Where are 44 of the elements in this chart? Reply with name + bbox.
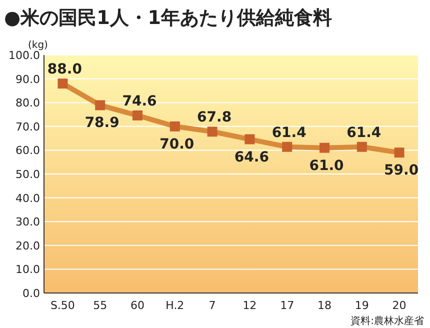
y-tick-label: 30.0 xyxy=(16,216,40,229)
y-tick-label: 90.0 xyxy=(16,72,40,86)
y-tick-label: 50.0 xyxy=(16,168,40,181)
data-label: 61.4 xyxy=(272,124,307,141)
point xyxy=(320,142,330,153)
y-tick-label: 0.0 xyxy=(22,287,40,300)
chart-title: ●米の国民1人・1年あたり供給純食料 xyxy=(4,7,332,29)
y-axis-title: (kg) xyxy=(28,40,48,51)
data-label: 67.8 xyxy=(197,110,232,126)
x-tick-label: 19 xyxy=(354,299,369,312)
data-label: 74.6 xyxy=(122,93,157,110)
data-label: 78.9 xyxy=(84,115,120,132)
y-tick-label: 40.0 xyxy=(16,192,40,205)
data-label: 61.0 xyxy=(309,158,344,174)
y-tick-label: 70.0 xyxy=(16,120,40,134)
y-tick-label: 60.0 xyxy=(16,144,40,158)
x-tick-label: 55 xyxy=(93,299,108,312)
x-tick-label: 60 xyxy=(130,299,144,312)
point xyxy=(394,148,404,158)
data-label: 70.0 xyxy=(160,136,194,152)
x-tick-label: 7 xyxy=(208,299,216,312)
x-tick-label: 12 xyxy=(242,299,257,312)
y-tick-label: 80.0 xyxy=(16,96,40,110)
point xyxy=(58,78,68,89)
point xyxy=(95,100,106,110)
x-tick-label: 17 xyxy=(280,299,294,312)
point xyxy=(356,142,367,152)
data-label: 88.0 xyxy=(47,62,82,78)
x-tick-label: S.50 xyxy=(50,299,75,312)
data-label: 59.0 xyxy=(384,162,419,179)
text: 資料:農林水産省 xyxy=(350,315,424,327)
x-tick-label: H.2 xyxy=(166,299,184,312)
point xyxy=(132,110,142,120)
y-tick-label: 100.0 xyxy=(8,49,40,62)
y-tick-label: 10.0 xyxy=(16,263,40,276)
data-label: 61.4 xyxy=(346,124,382,141)
x-tick-label: 18 xyxy=(318,299,332,312)
point xyxy=(282,142,292,152)
point xyxy=(207,126,218,137)
x-tick-label: 20 xyxy=(392,299,406,312)
y-tick-label: 20.0 xyxy=(16,239,40,252)
point xyxy=(170,121,180,132)
data-label: 64.6 xyxy=(234,149,269,166)
point xyxy=(244,134,255,144)
